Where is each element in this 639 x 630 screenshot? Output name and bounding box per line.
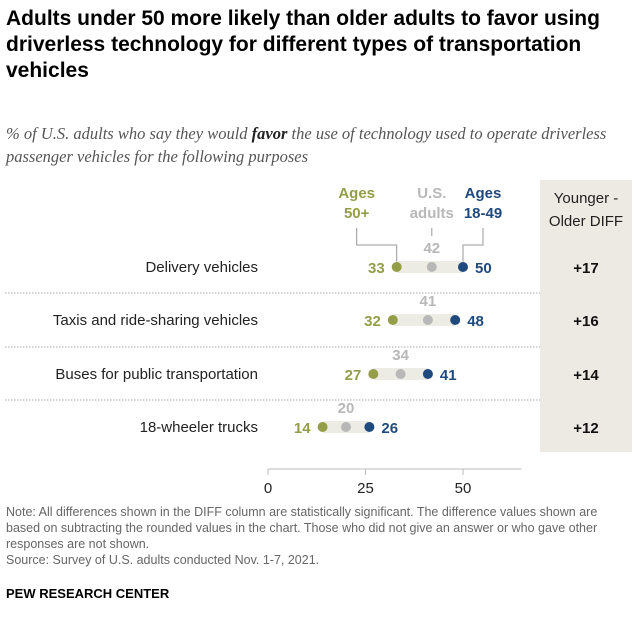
legend-leader <box>462 228 484 262</box>
x-tick-label: 0 <box>264 480 272 497</box>
legend-label: Ages <box>338 185 375 202</box>
data-label-50plus: 33 <box>368 260 385 277</box>
category-label: Delivery vehicles <box>145 259 258 276</box>
data-label-18-49: 41 <box>440 367 457 384</box>
data-label-50plus: 14 <box>294 420 311 437</box>
category-label: Taxis and ride-sharing vehicles <box>53 312 258 329</box>
chart-title: Adults under 50 more likely than older a… <box>6 7 600 82</box>
legend-label: 18-49 <box>464 205 502 222</box>
dot-us-adults <box>341 422 351 432</box>
category-label: 18-wheeler trucks <box>140 419 258 436</box>
dot-us-adults <box>395 369 406 379</box>
chart-subtitle: % of U.S. adults who say they would favo… <box>6 122 631 168</box>
dot-us-adults <box>426 262 437 272</box>
dot-ages-50plus <box>391 262 402 272</box>
diff-header: Younger - <box>554 190 619 207</box>
dot-ages-18-49 <box>364 422 375 432</box>
legend-label: 50+ <box>344 205 370 222</box>
legend-label: U.S. <box>417 185 446 202</box>
diff-header: Older DIFF <box>549 213 623 230</box>
data-label-us-adults: 20 <box>338 400 355 417</box>
diff-value: +14 <box>573 367 599 384</box>
note-text: Note: All differences shown in the DIFF … <box>6 505 598 551</box>
legend-label: Ages <box>465 185 502 202</box>
diff-value: +17 <box>573 260 598 277</box>
dot-ages-18-49 <box>450 315 461 325</box>
x-tick-label: 25 <box>357 480 374 497</box>
chart-note: Note: All differences shown in the DIFF … <box>6 504 631 568</box>
data-label-us-adults: 42 <box>423 240 440 257</box>
dot-ages-50plus <box>368 369 379 379</box>
data-label-50plus: 27 <box>345 367 362 384</box>
category-label: Buses for public transportation <box>55 366 258 383</box>
data-label-18-49: 50 <box>475 260 492 277</box>
subtitle-part: the use of technology used to operate dr… <box>6 124 607 166</box>
data-label-18-49: 26 <box>381 420 398 437</box>
diff-value: +16 <box>573 313 598 330</box>
dot-plot: Younger - Older DIFF Ages 50+ U.S. adults Ages… <box>5 180 632 497</box>
dot-ages-50plus <box>387 315 398 325</box>
brand-logo-text: PEW RESEARCH CENTER <box>6 586 170 601</box>
dot-ages-18-49 <box>458 262 468 272</box>
subtitle-emphasis: favor <box>251 124 288 143</box>
data-label-us-adults: 34 <box>392 347 409 364</box>
diff-column-bg <box>540 180 632 452</box>
data-label-50plus: 32 <box>364 313 381 330</box>
data-label-18-49: 48 <box>467 313 484 330</box>
dot-ages-18-49 <box>422 369 433 379</box>
dot-us-adults <box>422 315 433 325</box>
dot-ages-50plus <box>317 422 328 432</box>
legend-label: adults <box>410 205 454 222</box>
legend-leader <box>356 228 398 262</box>
diff-value: +12 <box>573 420 598 437</box>
x-tick-label: 50 <box>455 480 472 497</box>
source-text: Source: Survey of U.S. adults conducted … <box>6 553 320 567</box>
data-label-us-adults: 41 <box>420 293 437 310</box>
subtitle-part: % of U.S. adults who say they would <box>6 124 252 143</box>
